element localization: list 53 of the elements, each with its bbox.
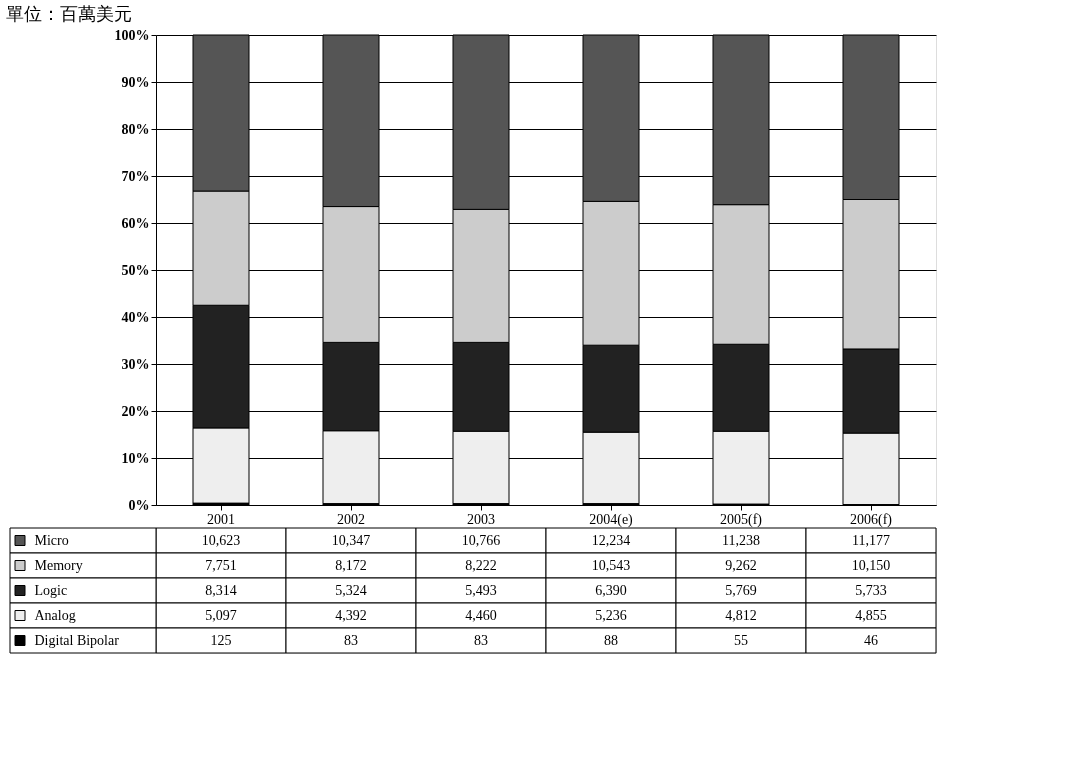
legend-label: Analog — [34, 607, 76, 623]
y-tick-label: 100% — [114, 27, 150, 43]
text: 5,493 — [465, 582, 497, 598]
text: 9,262 — [725, 557, 757, 573]
text: 8,222 — [465, 557, 497, 573]
text: 10,766 — [461, 532, 501, 548]
text: 125 — [210, 632, 232, 648]
text: 83 — [474, 632, 488, 648]
text: 7,751 — [205, 557, 237, 573]
text: 55 — [734, 632, 748, 648]
y-tick-label: 50% — [121, 262, 150, 278]
y-tick-label: 90% — [121, 74, 150, 90]
text: 8,172 — [335, 557, 367, 573]
legend-label: Micro — [34, 532, 69, 548]
text: 5,324 — [335, 582, 367, 598]
text: 5,236 — [595, 607, 627, 623]
x-tick-label: 2004(e) — [589, 511, 634, 528]
y-tick-label: 10% — [121, 450, 150, 466]
y-tick-label: 60% — [121, 215, 150, 231]
text: 5,097 — [205, 607, 237, 623]
text: 46 — [864, 632, 878, 648]
legend-label: Memory — [34, 557, 83, 573]
text: 11,177 — [852, 532, 890, 548]
chart-title: 單位：百萬美元 — [6, 4, 132, 24]
y-tick-label: 80% — [121, 121, 150, 137]
text: 10,623 — [201, 532, 241, 548]
text: 12,234 — [591, 532, 631, 548]
text: 5,769 — [725, 582, 757, 598]
legend-label: Digital Bipolar — [34, 632, 120, 648]
y-tick-label: 20% — [121, 403, 150, 419]
legend-label: Logic — [34, 582, 68, 598]
x-tick-label: 2006(f) — [850, 511, 893, 528]
x-tick-label: 2005(f) — [720, 511, 763, 528]
text: 8,314 — [205, 582, 237, 598]
text: 6,390 — [595, 582, 627, 598]
text: 11,238 — [722, 532, 760, 548]
y-tick-label: 30% — [121, 356, 150, 372]
text: 88 — [604, 632, 618, 648]
text: 4,812 — [725, 607, 757, 623]
text: 83 — [344, 632, 358, 648]
x-tick-label: 2001 — [207, 511, 235, 527]
text: 4,392 — [335, 607, 367, 623]
text: 10,543 — [591, 557, 631, 573]
y-tick-label: 0% — [128, 497, 150, 513]
text: 4,855 — [855, 607, 887, 623]
y-tick-label: 70% — [121, 168, 150, 184]
x-tick-label: 2003 — [467, 511, 495, 527]
x-tick-label: 2002 — [337, 511, 365, 527]
text: 4,460 — [465, 607, 497, 623]
text: 10,150 — [851, 557, 891, 573]
text: 5,733 — [855, 582, 887, 598]
y-tick-label: 40% — [121, 309, 150, 325]
text: 10,347 — [331, 532, 371, 548]
